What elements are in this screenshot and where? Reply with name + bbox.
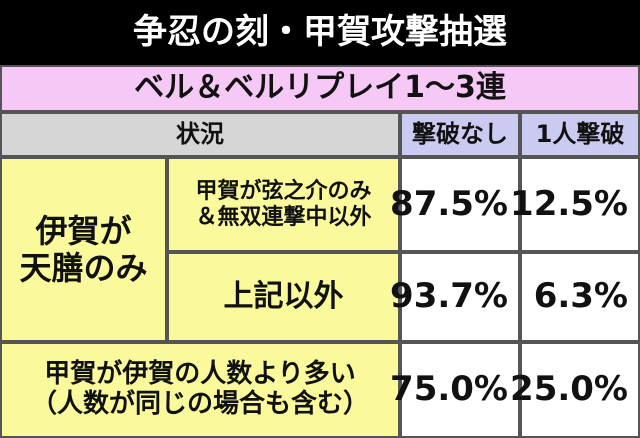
subtitle: ベル＆ベルリプレイ1～3連 <box>0 65 640 112</box>
header-cell: 状況 <box>0 112 400 157</box>
condition-cell: 甲賀が伊賀の人数より多い （人数が同じの場合も含む） <box>0 342 400 438</box>
condition-cell: 上記以外 <box>167 252 400 342</box>
value-text: 12.5% <box>510 183 628 224</box>
value-cell: 25.0% <box>510 342 640 438</box>
header-text: 撃破なし <box>412 119 508 148</box>
header-cell: 撃破なし <box>400 112 520 157</box>
condition-text: 甲賀が弦之介のみ <box>195 179 372 205</box>
value-text: 25.0% <box>510 369 628 410</box>
condition-text: 上記以外 <box>223 278 344 314</box>
value-text: 87.5% <box>390 183 508 224</box>
value-cell: 12.5% <box>510 157 640 252</box>
header-text: 1人撃破 <box>535 119 625 148</box>
title-text: 争忍の刻・甲賀攻撃抽選 <box>133 11 507 52</box>
condition-text: ＆無双連撃中以外 <box>195 204 372 230</box>
value-cell: 75.0% <box>390 342 520 438</box>
value-cell: 87.5% <box>390 157 520 252</box>
condition-text: 甲賀が伊賀の人数より多い <box>44 359 356 390</box>
value-text: 93.7% <box>390 276 508 317</box>
group-cell: 伊賀が 天膳のみ <box>0 157 167 342</box>
value-text: 75.0% <box>390 369 508 410</box>
value-text: 6.3% <box>533 276 628 317</box>
value-cell: 6.3% <box>520 252 640 342</box>
title: 争忍の刻・甲賀攻撃抽選 <box>0 0 640 65</box>
condition-cell: 甲賀が弦之介のみ ＆無双連撃中以外 <box>167 157 400 252</box>
condition-text: （人数が同じの場合も含む） <box>30 389 369 419</box>
header-text: 状況 <box>176 119 224 148</box>
value-cell: 93.7% <box>390 252 520 342</box>
group-text: 天膳のみ <box>19 248 148 287</box>
header-cell: 1人撃破 <box>520 112 640 157</box>
group-text: 伊賀が <box>35 211 132 250</box>
subtitle-text: ベル＆ベルリプレイ1～3連 <box>134 70 506 106</box>
